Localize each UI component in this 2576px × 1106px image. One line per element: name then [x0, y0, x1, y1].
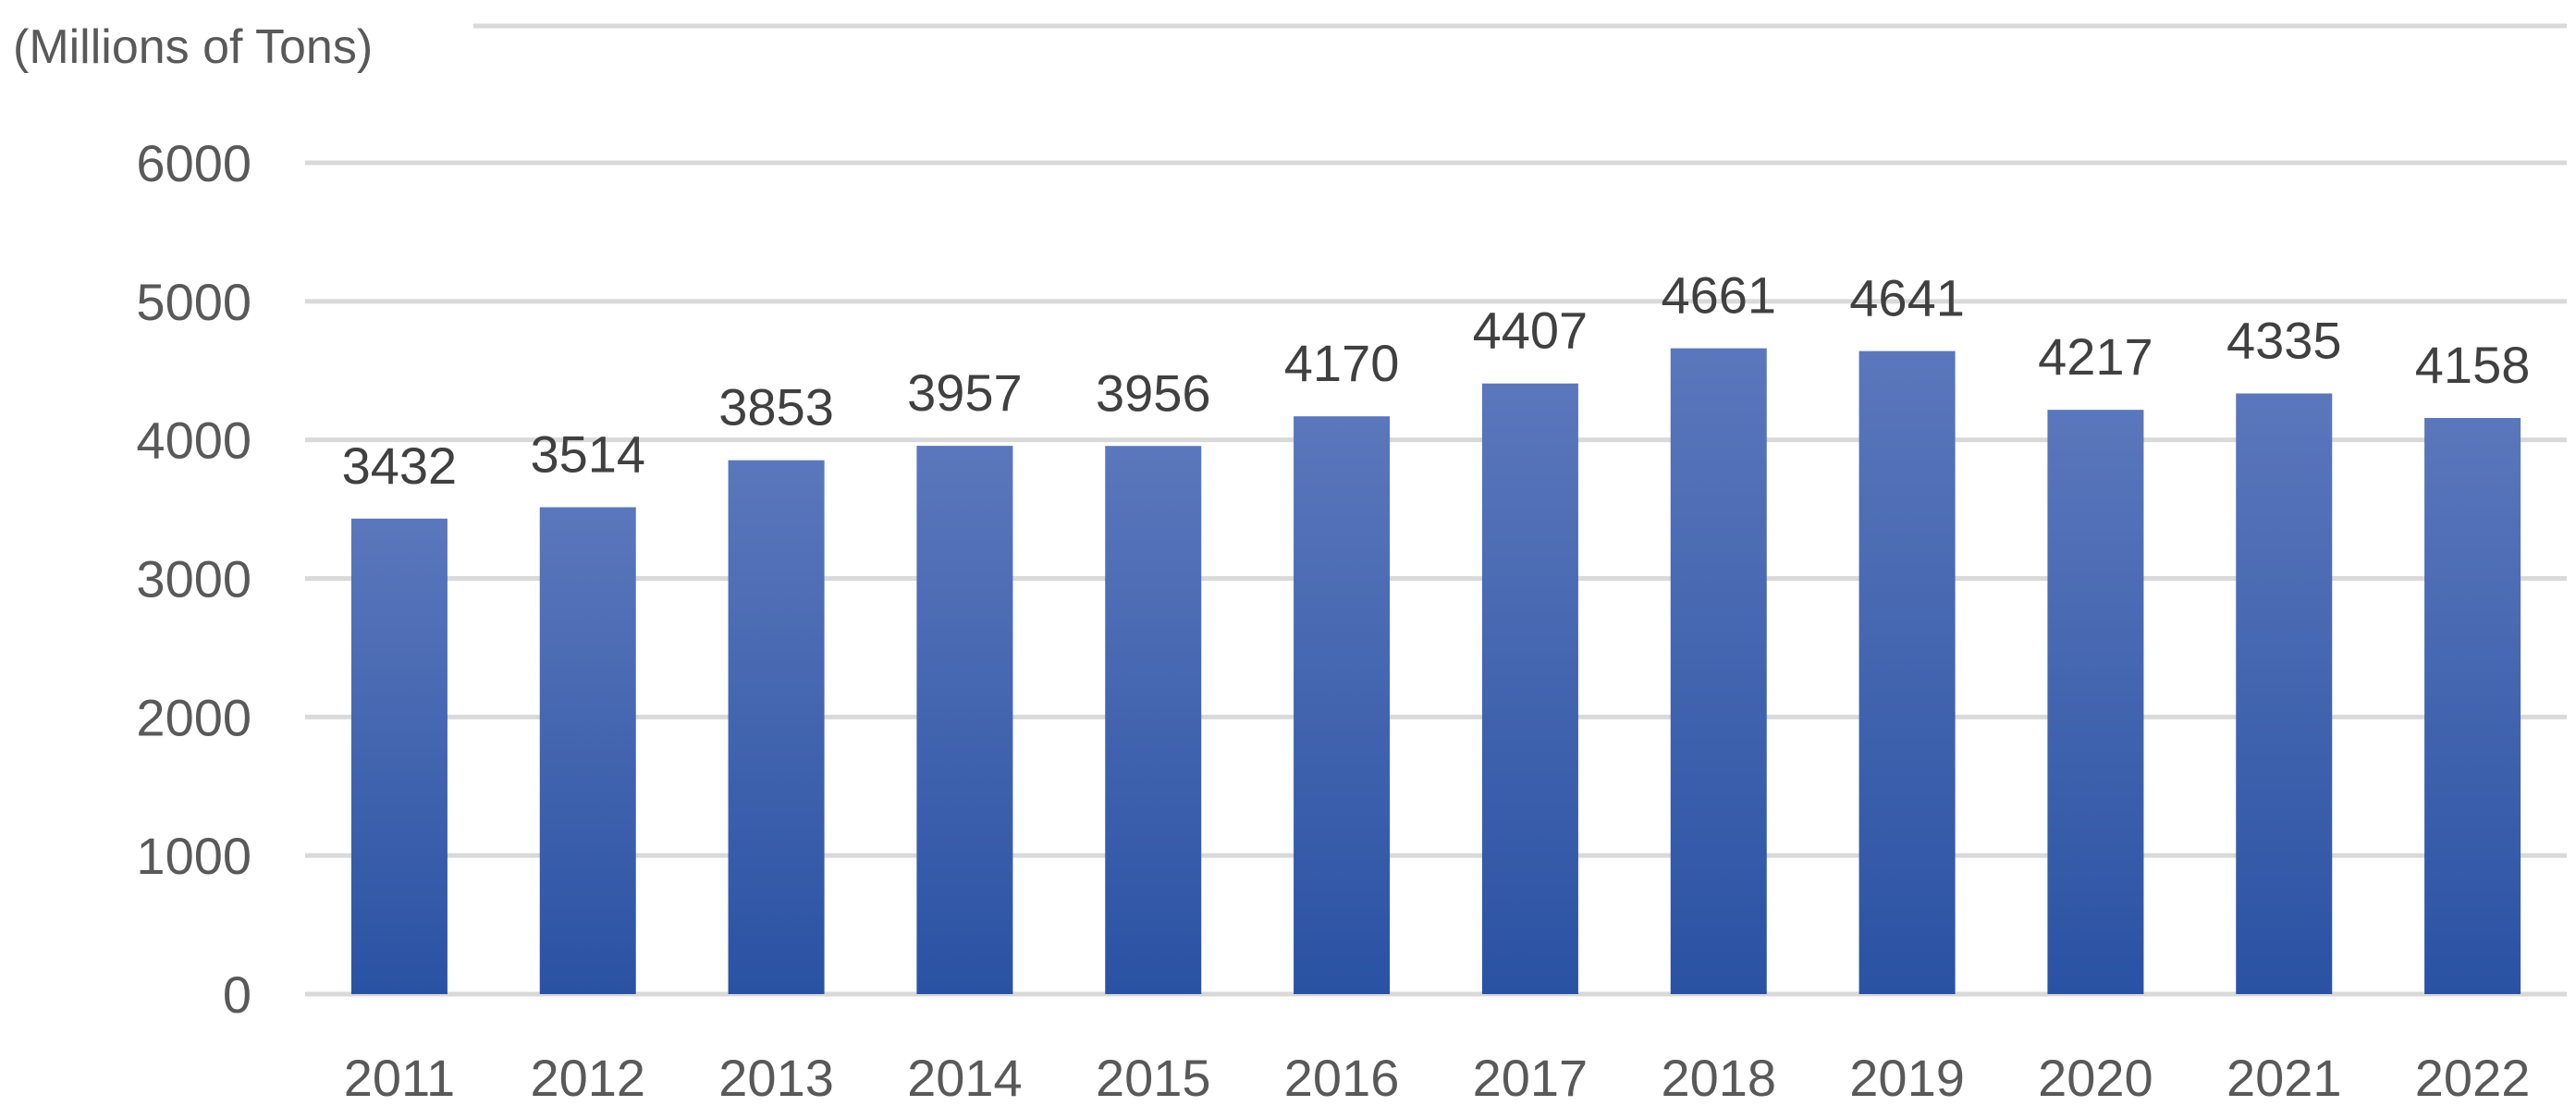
x-tick-label: 2018 — [1661, 1049, 1776, 1106]
bars — [350, 348, 2521, 995]
bar — [2236, 393, 2333, 994]
y-axis-ticks: 0 1000 2000 3000 4000 5000 6000 — [136, 134, 251, 1024]
bar — [539, 507, 636, 994]
x-tick-label: 2021 — [2226, 1049, 2342, 1106]
data-label: 3432 — [342, 436, 458, 495]
y-tick-label: 4000 — [136, 412, 251, 470]
data-label: 4158 — [2415, 336, 2531, 394]
y-tick-label: 2000 — [136, 688, 251, 746]
data-labels: 3432 3514 3853 3957 3956 4170 4407 4661 4641 4217… — [342, 266, 2531, 495]
x-tick-label: 2012 — [530, 1049, 645, 1106]
bar — [1105, 446, 1202, 994]
y-tick-label: 6000 — [136, 134, 251, 192]
bar — [1858, 350, 1956, 994]
x-tick-label: 2020 — [2038, 1049, 2153, 1106]
data-label: 4217 — [2038, 327, 2153, 386]
y-tick-label: 0 — [223, 965, 251, 1024]
bar — [1481, 383, 1578, 994]
x-axis-ticks: 2011 2012 2013 2014 2015 2016 2017 2018 2019 2020… — [344, 1049, 2531, 1106]
bar — [916, 446, 1013, 994]
data-label: 4407 — [1473, 301, 1589, 360]
y-tick-label: 3000 — [136, 550, 251, 608]
data-label: 3853 — [718, 378, 834, 436]
data-label: 4170 — [1284, 334, 1400, 392]
gridlines — [305, 23, 2567, 997]
bar — [728, 460, 825, 995]
data-label: 4661 — [1661, 266, 1776, 325]
x-tick-label: 2022 — [2415, 1049, 2531, 1106]
bar — [350, 518, 448, 994]
x-tick-label: 2011 — [344, 1049, 455, 1106]
data-label: 3956 — [1096, 363, 1211, 422]
x-tick-label: 2014 — [907, 1049, 1023, 1106]
x-tick-label: 2016 — [1284, 1049, 1400, 1106]
y-axis-unit-label: (Millions of Tons) — [13, 20, 373, 74]
bar — [2047, 410, 2144, 994]
x-tick-label: 2015 — [1096, 1049, 1211, 1106]
data-label: 3514 — [530, 424, 645, 483]
data-label: 4335 — [2226, 311, 2342, 369]
x-tick-label: 2019 — [1849, 1049, 1965, 1106]
x-tick-label: 2013 — [718, 1049, 834, 1106]
y-tick-label: 5000 — [136, 273, 251, 331]
bar — [1670, 348, 1767, 994]
bar — [2424, 417, 2521, 994]
y-tick-label: 1000 — [136, 827, 251, 885]
bar — [1294, 416, 1391, 994]
x-tick-label: 2017 — [1473, 1049, 1589, 1106]
data-label: 4641 — [1849, 269, 1965, 327]
data-label: 3957 — [907, 363, 1023, 422]
